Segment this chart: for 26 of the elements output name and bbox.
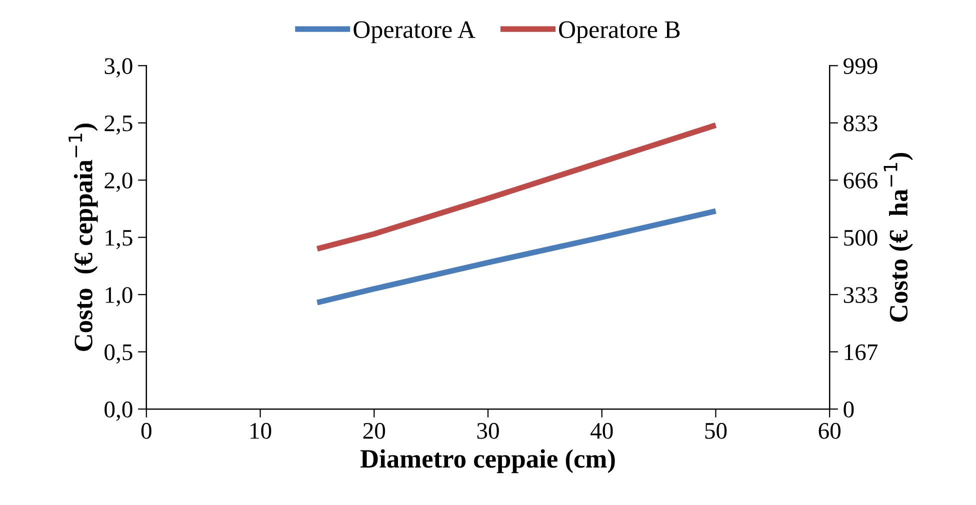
y-tick-label: 2,0 bbox=[104, 172, 132, 192]
y2-tick-label: 167 bbox=[844, 344, 878, 360]
y-tick-label: 1,5 bbox=[106, 230, 132, 250]
y2-tick-label: 999 bbox=[844, 58, 878, 74]
x-tick-label: 0 bbox=[141, 422, 152, 439]
x-tick-label: 50 bbox=[705, 422, 727, 439]
y2-tick-label: 0 bbox=[844, 402, 854, 418]
x-tick-label: 10 bbox=[250, 422, 272, 439]
y-tick-label: 0,5 bbox=[104, 344, 132, 364]
y2-tick-label: 666 bbox=[844, 172, 878, 189]
y2-axis-title: Costo (€ ha$^{−1}$) bbox=[884, 153, 913, 322]
legend-label: Operatore B bbox=[559, 21, 680, 44]
y-tick-label: 1,0 bbox=[106, 287, 132, 306]
x-tick-label: 40 bbox=[590, 422, 613, 439]
y2-tick-label: 500 bbox=[844, 230, 878, 246]
y-tick-label: 2,5 bbox=[104, 115, 132, 135]
x-tick-label: 20 bbox=[363, 422, 386, 439]
legend-label: Operatore A bbox=[354, 21, 476, 44]
y-tick-label: 3,0 bbox=[104, 58, 132, 78]
y-axis-title: Costo (€ ceppaia$^{−1}$) bbox=[68, 124, 98, 351]
x-tick-label: 30 bbox=[477, 422, 499, 439]
y2-tick-label: 833 bbox=[844, 115, 878, 132]
x-tick-label: 60 bbox=[818, 422, 841, 439]
x-axis-title: Diametro ceppaie (cm) bbox=[360, 449, 615, 474]
y-tick-label: 0,0 bbox=[104, 402, 132, 421]
y2-tick-label: 333 bbox=[844, 287, 878, 304]
